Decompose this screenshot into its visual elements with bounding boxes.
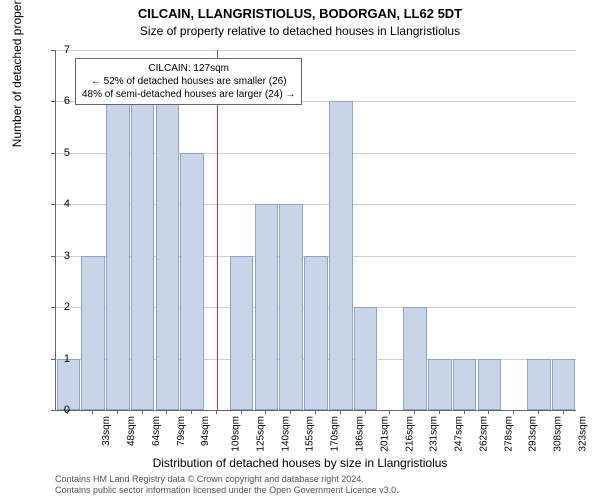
xtick-mark [439, 410, 440, 414]
histogram-bar [527, 359, 551, 410]
xtick-label: 155sqm [305, 416, 316, 452]
xtick-mark [365, 410, 366, 414]
chart-footer: Contains HM Land Registry data © Crown c… [55, 474, 399, 496]
ytick-mark [51, 307, 55, 308]
xtick-label: 64sqm [151, 416, 162, 446]
annotation-line: CILCAIN: 127sqm [82, 62, 295, 75]
xtick-mark [241, 410, 242, 414]
histogram-bar [131, 101, 155, 410]
gridline [56, 50, 576, 51]
xtick-mark [142, 410, 143, 414]
xtick-label: 94sqm [200, 416, 211, 446]
annotation-line: 48% of semi-detached houses are larger (… [82, 88, 295, 101]
xtick-label: 79sqm [176, 416, 187, 446]
xtick-mark [513, 410, 514, 414]
ytick-label: 2 [30, 301, 70, 313]
xtick-label: 231sqm [429, 416, 440, 452]
histogram-bar [403, 307, 427, 410]
histogram-bar [354, 307, 378, 410]
ytick-label: 7 [30, 44, 70, 56]
xtick-mark [464, 410, 465, 414]
histogram-bar [156, 101, 180, 410]
xtick-mark [315, 410, 316, 414]
ytick-mark [51, 204, 55, 205]
xtick-label: 201sqm [379, 416, 390, 452]
xtick-mark [290, 410, 291, 414]
histogram-bar [180, 153, 204, 410]
xtick-label: 293sqm [528, 416, 539, 452]
xtick-label: 216sqm [404, 416, 415, 452]
x-axis-label: Distribution of detached houses by size … [0, 456, 600, 470]
ytick-label: 4 [30, 198, 70, 210]
chart-title-sub: Size of property relative to detached ho… [0, 24, 600, 38]
xtick-label: 48sqm [126, 416, 137, 446]
xtick-mark [538, 410, 539, 414]
chart-container: CILCAIN, LLANGRISTIOLUS, BODORGAN, LL62 … [0, 0, 600, 500]
histogram-bar [329, 101, 353, 410]
ytick-mark [51, 359, 55, 360]
xtick-label: 186sqm [355, 416, 366, 452]
histogram-bar [81, 256, 105, 410]
annotation-line: ← 52% of detached houses are smaller (26… [82, 75, 295, 88]
histogram-bar [552, 359, 576, 410]
xtick-mark [191, 410, 192, 414]
histogram-bar [57, 359, 81, 410]
xtick-mark [340, 410, 341, 414]
xtick-mark [67, 410, 68, 414]
y-axis-label: Number of detached properties [10, 0, 24, 147]
xtick-label: 33sqm [101, 416, 112, 446]
xtick-mark [166, 410, 167, 414]
histogram-bar [230, 256, 254, 410]
xtick-mark [117, 410, 118, 414]
xtick-mark [488, 410, 489, 414]
xtick-label: 125sqm [256, 416, 267, 452]
xtick-label: 170sqm [330, 416, 341, 452]
xtick-mark [216, 410, 217, 414]
xtick-label: 278sqm [503, 416, 514, 452]
ytick-label: 6 [30, 95, 70, 107]
ytick-mark [51, 256, 55, 257]
histogram-bar [428, 359, 452, 410]
xtick-mark [92, 410, 93, 414]
xtick-mark [414, 410, 415, 414]
footer-line-2: Contains public sector information licen… [55, 485, 399, 496]
xtick-label: 262sqm [478, 416, 489, 452]
annotation-box: CILCAIN: 127sqm← 52% of detached houses … [75, 58, 302, 105]
ytick-label: 0 [30, 404, 70, 416]
ytick-label: 3 [30, 250, 70, 262]
ytick-mark [51, 101, 55, 102]
xtick-label: 308sqm [553, 416, 564, 452]
histogram-bar [304, 256, 328, 410]
xtick-label: 247sqm [454, 416, 465, 452]
ytick-mark [51, 410, 55, 411]
histogram-bar [255, 204, 279, 410]
histogram-bar [453, 359, 477, 410]
histogram-bar [478, 359, 502, 410]
ytick-label: 5 [30, 147, 70, 159]
xtick-label: 140sqm [280, 416, 291, 452]
xtick-mark [389, 410, 390, 414]
chart-title-main: CILCAIN, LLANGRISTIOLUS, BODORGAN, LL62 … [0, 6, 600, 21]
histogram-bar [279, 204, 303, 410]
ytick-mark [51, 153, 55, 154]
xtick-label: 323sqm [577, 416, 588, 452]
footer-line-1: Contains HM Land Registry data © Crown c… [55, 474, 399, 485]
xtick-label: 109sqm [231, 416, 242, 452]
ytick-label: 1 [30, 353, 70, 365]
ytick-mark [51, 50, 55, 51]
xtick-mark [265, 410, 266, 414]
histogram-bar [106, 101, 130, 410]
xtick-mark [563, 410, 564, 414]
